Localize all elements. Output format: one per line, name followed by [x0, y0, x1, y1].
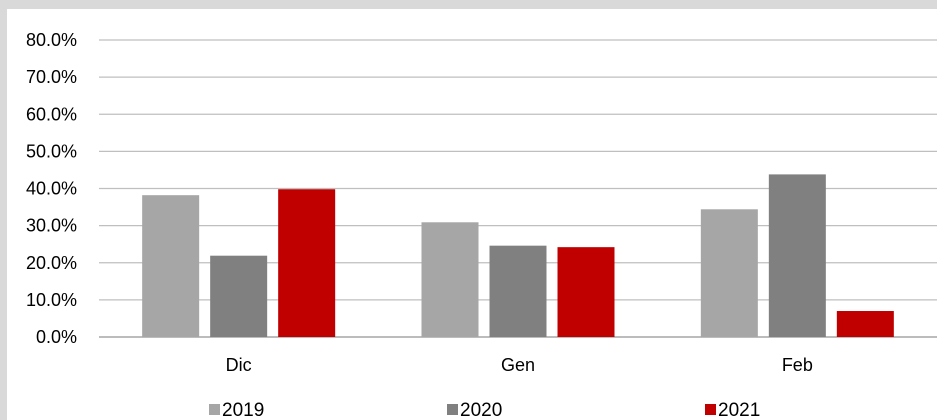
- x-tick-label: Feb: [782, 355, 813, 375]
- legend-label: 2021: [718, 400, 760, 420]
- bar-2019-Gen: [421, 222, 479, 337]
- y-tick-label: 60.0%: [26, 104, 77, 124]
- bar-2019-Dic: [142, 195, 200, 337]
- y-tick-label: 20.0%: [26, 253, 77, 273]
- legend-label: 2020: [460, 400, 502, 420]
- y-axis-tick-labels: 0.0% 10.0% 20.0% 30.0% 40.0% 50.0% 60.0% 70.0% 8…: [26, 30, 77, 347]
- bars: [142, 174, 894, 337]
- chart-frame: 0.0% 10.0% 20.0% 30.0% 40.0% 50.0% 60.0% 70.0% 8…: [7, 9, 937, 420]
- y-tick-label: 0.0%: [36, 327, 77, 347]
- legend-swatch: [705, 404, 716, 415]
- y-tick-label: 70.0%: [26, 67, 77, 87]
- y-tick-label: 30.0%: [26, 216, 77, 236]
- bar-2021-Feb: [836, 311, 894, 337]
- bar-2020-Gen: [489, 245, 547, 337]
- x-axis-tick-labels: Dic Gen Feb: [226, 355, 813, 375]
- y-tick-label: 10.0%: [26, 290, 77, 310]
- legend: 2019 2020 2021: [209, 400, 760, 420]
- bar-2019-Feb: [700, 209, 758, 337]
- bar-2020-Feb: [768, 174, 826, 337]
- bar-2021-Dic: [278, 189, 336, 337]
- y-tick-label: 50.0%: [26, 141, 77, 161]
- x-tick-label: Dic: [226, 355, 252, 375]
- y-tick-label: 80.0%: [26, 30, 77, 50]
- legend-swatch: [447, 404, 458, 415]
- bar-2021-Gen: [557, 247, 615, 337]
- legend-label: 2019: [222, 400, 264, 420]
- x-tick-label: Gen: [501, 355, 535, 375]
- bar-chart: 0.0% 10.0% 20.0% 30.0% 40.0% 50.0% 60.0% 70.0% 8…: [26, 30, 937, 420]
- y-tick-label: 40.0%: [26, 179, 77, 199]
- bar-2020-Dic: [210, 255, 268, 337]
- legend-swatch: [209, 404, 220, 415]
